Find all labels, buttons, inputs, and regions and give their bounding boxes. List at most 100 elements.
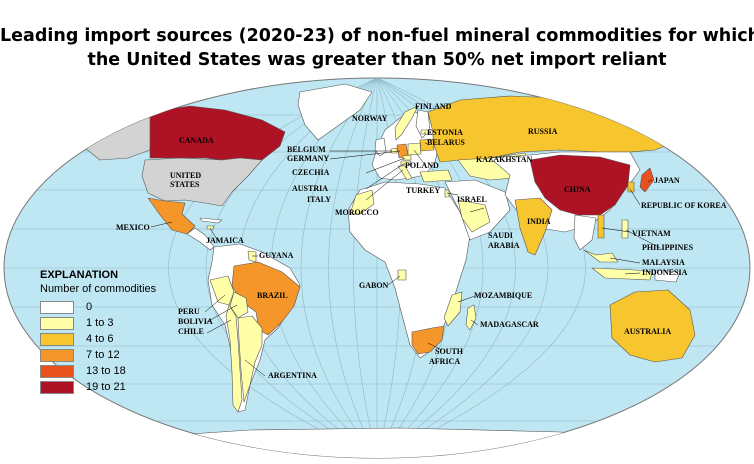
- map-title-line2: the United States was greater than 50% n…: [87, 50, 667, 70]
- label-united-states-1: UNITED: [170, 171, 201, 180]
- gabon-shape: [397, 269, 407, 281]
- label-belgium: BELGIUM: [287, 145, 326, 154]
- label-mexico: MEXICO: [116, 223, 150, 232]
- label-israel: ISRAEL: [457, 195, 487, 204]
- italy-shape: [397, 165, 413, 181]
- malaysia-shape: [583, 249, 619, 263]
- poland-shape: [407, 142, 422, 156]
- label-saudi-2: ARABIA: [488, 241, 520, 250]
- label-vietnam: VIETNAM: [632, 229, 671, 238]
- legend-item: 0: [40, 299, 156, 315]
- label-brazil: BRAZIL: [257, 291, 288, 300]
- label-kazakhstan: KAZAKHSTAN: [476, 155, 533, 164]
- legend-item: 13 to 18: [40, 363, 156, 379]
- legend-swatch: [40, 380, 74, 394]
- label-gabon: GABON: [359, 281, 389, 290]
- legend-item: 4 to 6: [40, 331, 156, 347]
- label-morocco: MOROCCO: [335, 208, 379, 217]
- label-malaysia: MALAYSIA: [642, 258, 685, 267]
- legend-label: 7 to 12: [86, 349, 120, 361]
- leader-lines: [150, 132, 661, 377]
- label-philippines: PHILIPPINES: [642, 243, 694, 252]
- madagascar-shape: [465, 304, 477, 331]
- label-jamaica: JAMAICA: [206, 236, 244, 245]
- label-united-states-2: STATES: [170, 180, 200, 189]
- peru-shape: [209, 275, 235, 306]
- map-title: Leading import sources (2020-23) of non-…: [0, 24, 754, 72]
- legend-subtitle: Number of commodities: [40, 283, 157, 295]
- mozambique-shape: [443, 291, 463, 327]
- guyana-shape: [247, 250, 257, 263]
- label-india: INDIA: [527, 217, 551, 226]
- legend-item: 19 to 21: [40, 379, 156, 395]
- label-argentina: ARGENTINA: [268, 371, 317, 380]
- china-shape: [529, 154, 631, 216]
- legend-label: 19 to 21: [86, 381, 126, 393]
- indonesia-shape: [591, 267, 653, 281]
- country-labels: CANADA UNITED STATES MEXICO JAMAICA GUYA…: [116, 102, 727, 380]
- label-chile: CHILE: [178, 327, 204, 336]
- legend-swatch: [40, 300, 74, 314]
- turkey-shape: [419, 169, 453, 183]
- label-korea: REPUBLIC OF KOREA: [641, 201, 727, 210]
- chile-shape: [225, 304, 243, 413]
- papua: [654, 269, 681, 283]
- label-germany: GERMANY: [287, 154, 329, 163]
- south-africa-shape: [411, 325, 445, 355]
- legend-swatch: [40, 316, 74, 330]
- united-states-shape: [141, 157, 263, 207]
- czechia-shape: [402, 154, 412, 161]
- legend-item: 7 to 12: [40, 347, 156, 363]
- label-japan: JAPAN: [654, 176, 680, 185]
- alaska: [79, 107, 153, 161]
- label-bolivia: BOLIVIA: [178, 317, 213, 326]
- israel-shape: [444, 189, 450, 198]
- legend: EXPLANATION Number of commodities 0 1 to…: [40, 269, 156, 395]
- legend-label: 1 to 3: [86, 317, 114, 329]
- india-shape: [514, 197, 553, 256]
- legend-label: 4 to 6: [86, 333, 114, 345]
- antarctica: [79, 427, 701, 458]
- label-russia: RUSSIA: [528, 127, 558, 136]
- label-guyana: GUYANA: [259, 251, 294, 260]
- label-saudi-1: SAUDI: [488, 231, 513, 240]
- label-canada: CANADA: [179, 136, 214, 145]
- morocco-shape: [349, 189, 375, 215]
- label-estonia: ESTONIA: [427, 128, 463, 137]
- philippines-shape: [621, 219, 629, 239]
- legend-item: 1 to 3: [40, 315, 156, 331]
- norway-shape: [394, 105, 419, 141]
- australia-shape: [609, 289, 696, 363]
- greenland: [297, 83, 373, 141]
- legend-label: 13 to 18: [86, 365, 126, 377]
- label-south-africa-2: AFRICA: [429, 357, 460, 366]
- belarus-shape: [419, 138, 435, 152]
- argentina-shape: [237, 315, 263, 403]
- label-belarus: BELARUS: [427, 138, 465, 147]
- label-austria: AUSTRIA: [292, 184, 328, 193]
- southeast-asia: [573, 214, 597, 251]
- bolivia-shape: [229, 291, 249, 319]
- cuba: [199, 217, 223, 224]
- legend-swatch: [40, 332, 74, 346]
- map-title-line1: Leading import sources (2020-23) of non-…: [0, 26, 754, 46]
- legend-title: EXPLANATION: [40, 269, 119, 281]
- label-indonesia: INDONESIA: [642, 268, 688, 277]
- legend-swatch: [40, 348, 74, 362]
- saudi-arabia-shape: [457, 199, 491, 233]
- label-italy: ITALY: [307, 195, 331, 204]
- japan-shape: [639, 167, 655, 193]
- label-australia: AUSTRALIA: [624, 327, 671, 336]
- belgium-shape: [390, 147, 398, 154]
- vietnam-shape: [597, 214, 605, 239]
- uk: [374, 137, 387, 157]
- label-peru: PERU: [178, 307, 200, 316]
- label-madagascar: MADAGASCAR: [480, 320, 539, 329]
- label-south-africa-1: SOUTH: [435, 347, 464, 356]
- label-norway: NORWAY: [352, 114, 388, 123]
- new-zealand: [709, 359, 719, 379]
- label-china: CHINA: [564, 185, 591, 194]
- legend-swatch: [40, 364, 74, 378]
- label-czechia: CZECHIA: [292, 168, 330, 177]
